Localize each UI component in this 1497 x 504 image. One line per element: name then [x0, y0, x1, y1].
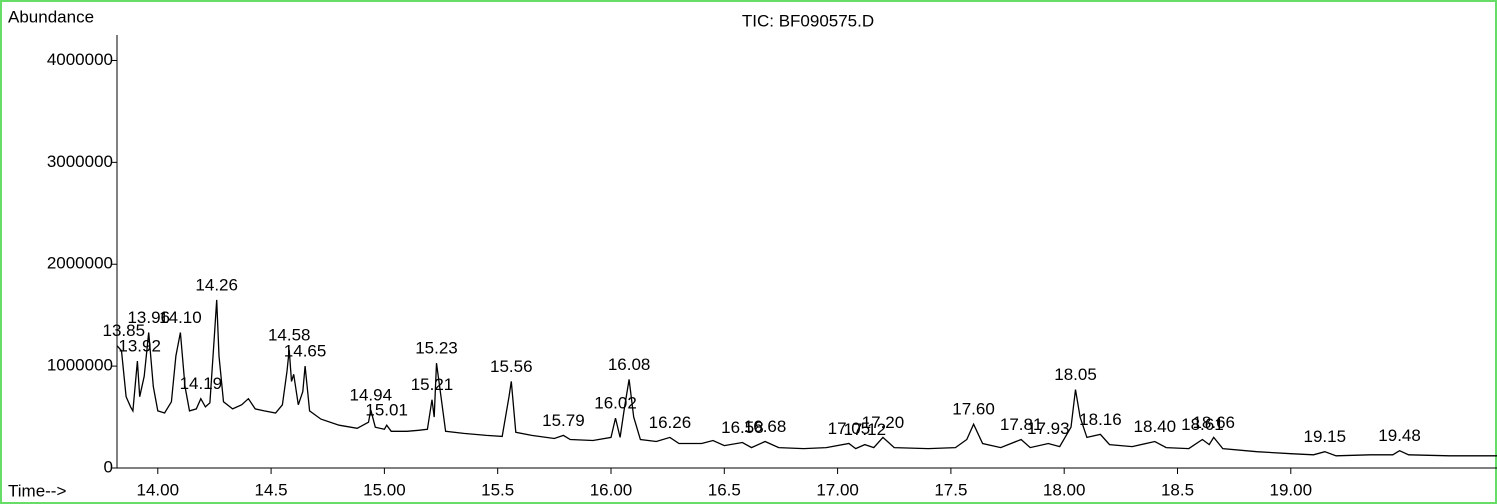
x-axis-label: Time--> [8, 481, 66, 500]
y-tick-label: 2000000 [47, 254, 113, 273]
x-tick-label: 15.5 [481, 480, 514, 499]
peak-label: 13.96 [127, 308, 170, 327]
peak-label: 17.81 [1000, 415, 1043, 434]
peak-label: 14.19 [180, 374, 223, 393]
chart-title: TIC: BF090575.D [742, 11, 874, 30]
peak-label: 15.23 [415, 339, 458, 358]
peak-label: 18.40 [1134, 417, 1177, 436]
peak-label: 16.08 [608, 355, 651, 374]
x-tick-label: 19.00 [1270, 480, 1313, 499]
peak-label: 17.05 [828, 419, 871, 438]
x-tick-label: 18.00 [1043, 480, 1086, 499]
peak-label: 17.20 [862, 413, 905, 432]
peak-label: 19.15 [1304, 427, 1347, 446]
peak-label: 19.48 [1378, 426, 1421, 445]
x-tick-label: 15.00 [363, 480, 406, 499]
peak-label: 14.65 [284, 342, 327, 361]
peak-label: 16.02 [594, 394, 637, 413]
x-tick-label: 14.5 [255, 480, 288, 499]
tic-trace [116, 299, 1497, 457]
x-tick-label: 17.00 [816, 480, 859, 499]
peak-label: 13.92 [118, 337, 161, 356]
peak-label: 14.10 [159, 308, 202, 327]
peak-label: 14.58 [268, 325, 311, 344]
peak-label: 18.61 [1181, 415, 1224, 434]
peak-label: 15.79 [542, 411, 585, 430]
x-tick-label: 17.5 [934, 480, 967, 499]
x-tick-label: 14.00 [137, 480, 180, 499]
peak-label: 18.16 [1079, 410, 1122, 429]
y-axis-label: Abundance [8, 7, 94, 26]
peak-label: 17.93 [1027, 419, 1070, 438]
x-tick-label: 16.00 [590, 480, 633, 499]
peak-label: 18.05 [1054, 365, 1097, 384]
peak-label: 16.68 [744, 417, 787, 436]
peak-label: 18.66 [1192, 413, 1235, 432]
peak-label: 16.58 [721, 418, 764, 437]
x-tick-label: 18.5 [1161, 480, 1194, 499]
peak-label: 17.12 [844, 420, 887, 439]
peak-label: 14.26 [195, 275, 238, 294]
peak-label: 13.85 [103, 321, 146, 340]
peak-label: 14.94 [350, 385, 393, 404]
peak-label: 17.60 [952, 400, 995, 419]
peak-label: 15.56 [490, 357, 533, 376]
x-tick-label: 16.5 [708, 480, 741, 499]
y-tick-label: 1000000 [47, 356, 113, 375]
peak-label: 16.26 [649, 413, 692, 432]
peak-label: 15.01 [365, 401, 408, 420]
y-tick-label: 0 [104, 457, 113, 476]
y-tick-label: 4000000 [47, 50, 113, 69]
y-tick-label: 3000000 [47, 152, 113, 171]
peak-label: 15.21 [411, 375, 454, 394]
